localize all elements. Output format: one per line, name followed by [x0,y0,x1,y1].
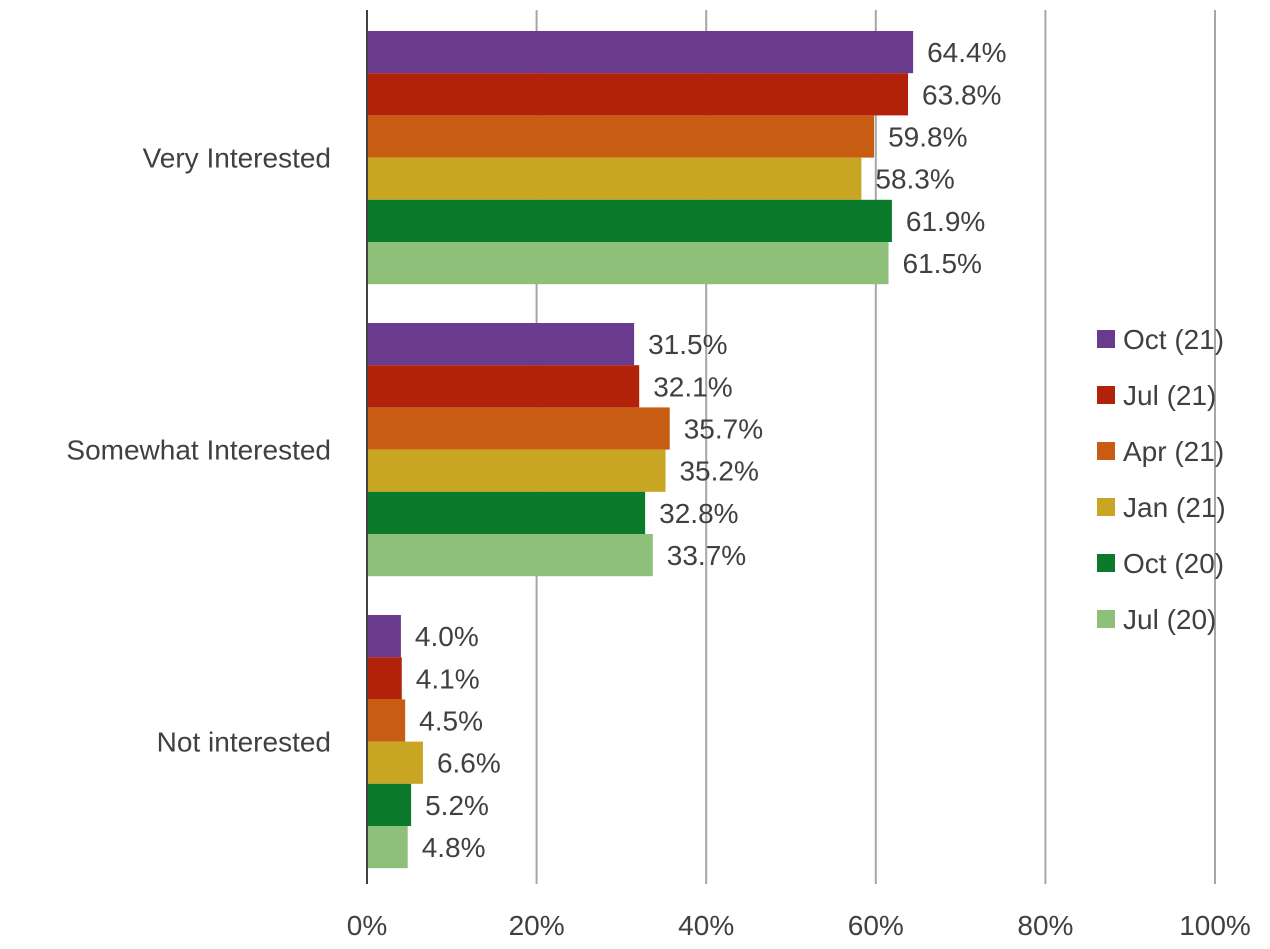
legend-label: Apr (21) [1123,436,1224,467]
legend: Oct (21) Jul (21) Apr (21) Jan (21) Oct (20)… [1097,324,1226,635]
legend-label: Oct (21) [1123,324,1224,355]
bar-data-label: 32.8% [659,498,738,529]
bar-data-label: 35.7% [684,414,763,445]
x-tick-label: 40% [678,910,734,941]
bar [367,115,875,158]
bar [367,615,401,658]
bar [367,741,423,784]
bar-data-label: 5.2% [425,790,489,821]
legend-label: Jul (21) [1123,380,1216,411]
bar [367,783,412,826]
legend-label: Oct (20) [1123,548,1224,579]
legend-label: Jan (21) [1123,492,1226,523]
bar [367,31,914,74]
x-tick-label: 100% [1179,910,1251,941]
bar-data-labels: 64.4% 63.8% 59.8% 58.3% 61.9% 61.5% 31.5% 32.1%… [415,37,1007,863]
bar-data-label: 32.1% [653,371,732,402]
bar-data-label: 31.5% [648,329,727,360]
bars [367,31,914,869]
bar-data-label: 4.1% [416,663,480,694]
bar [367,699,406,742]
bar-data-label: 4.0% [415,621,479,652]
legend-swatch [1097,386,1115,404]
legend-swatch [1097,330,1115,348]
bar-data-label: 33.7% [667,540,746,571]
legend-label: Jul (20) [1123,604,1216,635]
x-tick-label: 20% [509,910,565,941]
category-label: Not interested [157,727,331,758]
category-label: Very Interested [143,143,331,174]
bar [367,365,640,408]
bar [367,73,909,116]
legend-swatch [1097,442,1115,460]
bar-data-label: 58.3% [875,164,954,195]
bar [367,242,889,285]
bar [367,449,666,492]
bar-data-label: 4.5% [419,706,483,737]
legend-swatch [1097,498,1115,516]
bar-data-label: 35.2% [679,456,758,487]
x-tick-label: 60% [848,910,904,941]
bar-data-label: 61.5% [903,248,982,279]
legend-swatch [1097,554,1115,572]
x-tick-label: 80% [1017,910,1073,941]
bar [367,157,862,200]
bar [367,534,653,577]
x-axis-tick-labels: 0% 20% 40% 60% 80% 100% [347,910,1251,941]
x-tick-label: 0% [347,910,387,941]
bar [367,323,635,366]
bar-data-label: 59.8% [888,122,967,153]
bar-data-label: 6.6% [437,748,501,779]
bar [367,826,408,869]
bar [367,657,402,700]
bar-data-label: 64.4% [927,37,1006,68]
category-label: Somewhat Interested [66,435,331,466]
bar [367,199,892,242]
bar-data-label: 61.9% [906,206,985,237]
bar-data-label: 4.8% [422,832,486,863]
legend-swatch [1097,610,1115,628]
bar [367,407,670,450]
bar-data-label: 63.8% [922,79,1001,110]
bar [367,491,646,534]
category-labels: Very Interested Somewhat Interested Not in… [66,143,331,758]
